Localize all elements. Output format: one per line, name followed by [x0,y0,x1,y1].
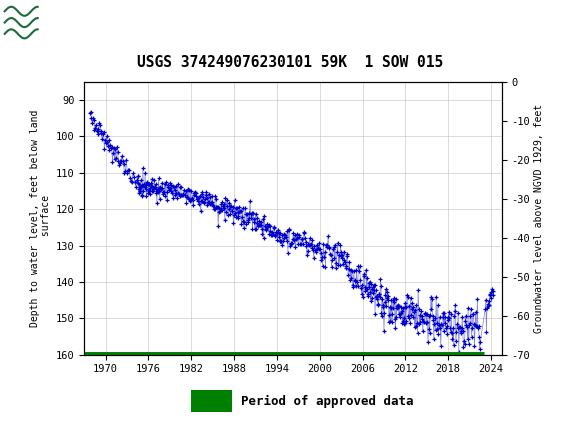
Y-axis label: Depth to water level, feet below land
 surface: Depth to water level, feet below land su… [30,110,52,327]
Y-axis label: Groundwater level above NGVD 1929, feet: Groundwater level above NGVD 1929, feet [534,104,545,333]
Bar [3,3,70,42]
Text: USGS: USGS [74,14,129,31]
Text: USGS 374249076230101 59K  1 SOW 015: USGS 374249076230101 59K 1 SOW 015 [137,55,443,71]
Bar [191,390,232,412]
Text: Period of approved data: Period of approved data [241,395,413,408]
